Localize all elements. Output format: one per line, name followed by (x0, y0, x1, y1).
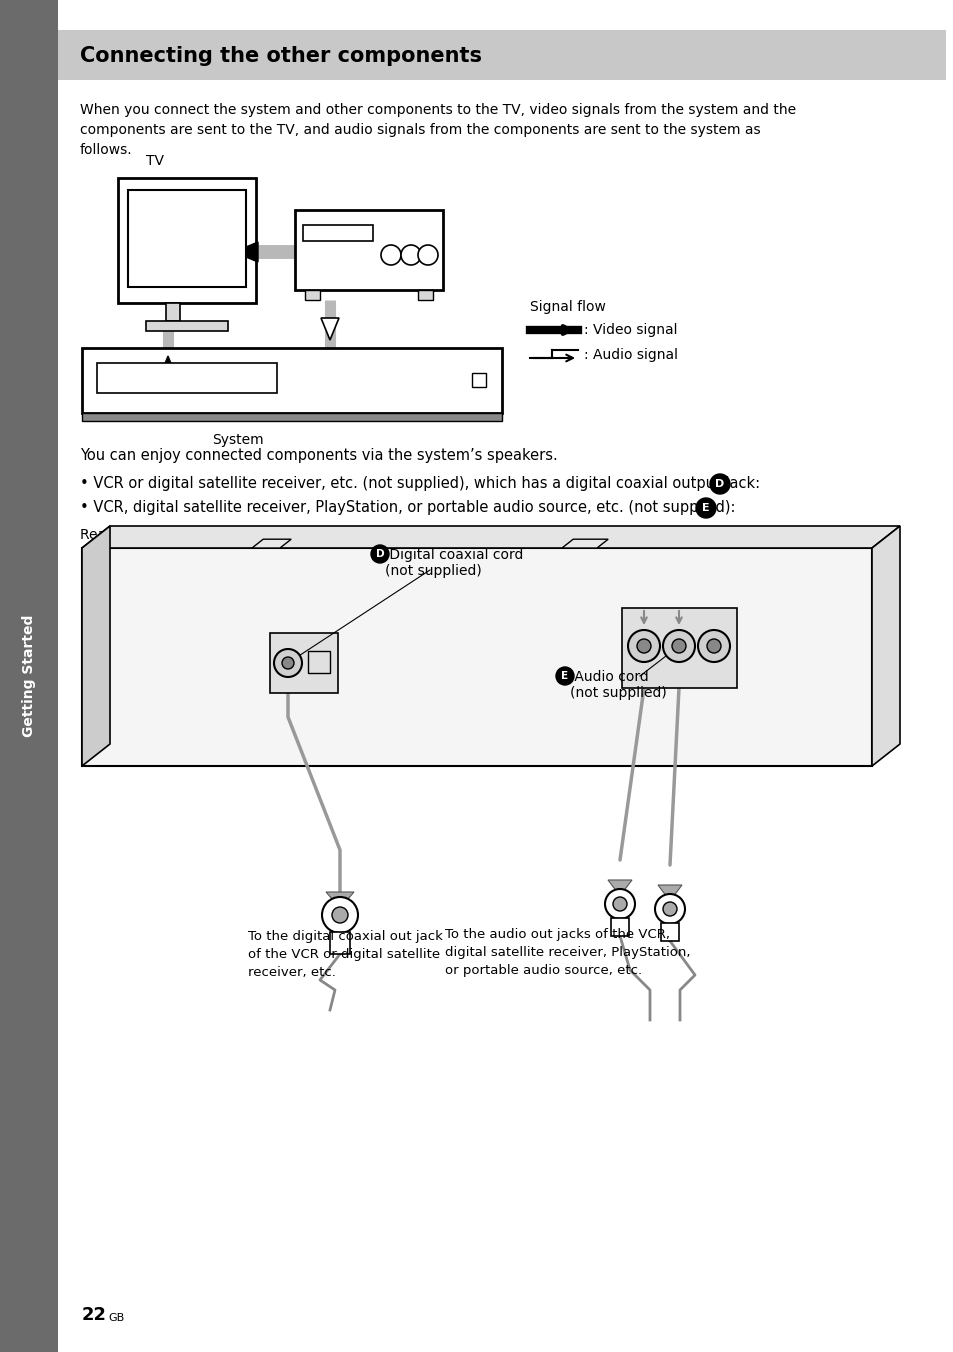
Text: Rear panel of the unit: Rear panel of the unit (80, 529, 231, 542)
Bar (58, 30, 945, 80)
Circle shape (604, 890, 635, 919)
Polygon shape (561, 539, 608, 548)
Polygon shape (82, 526, 899, 548)
Circle shape (282, 657, 294, 669)
Circle shape (662, 902, 677, 917)
Polygon shape (233, 242, 257, 262)
Bar (82, 347, 501, 412)
Circle shape (613, 896, 626, 911)
Text: E: E (561, 671, 568, 681)
Polygon shape (82, 526, 110, 767)
Text: D: D (375, 549, 384, 558)
Polygon shape (326, 892, 354, 909)
Circle shape (322, 896, 357, 933)
Polygon shape (871, 526, 899, 767)
Circle shape (380, 245, 400, 265)
Text: To the digital coaxial out jack
of the VCR or digital satellite
receiver, etc.: To the digital coaxial out jack of the V… (248, 930, 442, 979)
Text: Digital coaxial cord
(not supplied): Digital coaxial cord (not supplied) (385, 548, 523, 579)
Circle shape (706, 639, 720, 653)
Circle shape (662, 630, 695, 662)
Circle shape (709, 475, 729, 493)
Bar (294, 210, 442, 289)
Circle shape (556, 667, 574, 685)
Bar (146, 320, 228, 331)
Bar (417, 289, 433, 300)
Circle shape (696, 498, 716, 518)
Polygon shape (658, 886, 681, 900)
Bar (660, 923, 679, 941)
Text: Signal flow: Signal flow (530, 300, 605, 314)
Polygon shape (607, 880, 631, 896)
Text: • VCR or digital satellite receiver, etc. (not supplied), which has a digital co: • VCR or digital satellite receiver, etc… (80, 476, 760, 491)
Bar (97, 362, 276, 393)
Circle shape (371, 545, 389, 562)
Bar (118, 178, 255, 303)
Text: When you connect the system and other components to the TV, video signals from t: When you connect the system and other co… (80, 103, 796, 157)
Circle shape (671, 639, 685, 653)
Bar (610, 918, 628, 936)
Circle shape (417, 245, 437, 265)
Bar (270, 633, 337, 694)
Text: Audio cord
(not supplied): Audio cord (not supplied) (569, 671, 666, 700)
Text: : Audio signal: : Audio signal (583, 347, 678, 362)
Bar (621, 608, 737, 688)
Polygon shape (252, 539, 291, 548)
Bar (330, 932, 350, 955)
Bar (303, 224, 373, 241)
Bar (308, 652, 330, 673)
Bar (305, 289, 319, 300)
Text: Connecting the other components: Connecting the other components (80, 46, 481, 66)
Text: E: E (701, 503, 709, 512)
Text: System: System (212, 433, 263, 448)
Bar (128, 191, 246, 287)
Text: D: D (715, 479, 724, 489)
Circle shape (655, 894, 684, 923)
Circle shape (400, 245, 420, 265)
Polygon shape (159, 356, 177, 379)
Bar (82, 548, 871, 767)
Circle shape (637, 639, 650, 653)
Circle shape (698, 630, 729, 662)
Bar (472, 373, 485, 387)
Text: To the audio out jacks of the VCR,
digital satellite receiver, PlayStation,
or p: To the audio out jacks of the VCR, digit… (444, 927, 690, 977)
Circle shape (627, 630, 659, 662)
Bar (0, 0, 58, 1352)
Text: You can enjoy connected components via the system’s speakers.: You can enjoy connected components via t… (80, 448, 558, 462)
Text: Getting Started: Getting Started (22, 615, 36, 737)
Text: 22: 22 (82, 1306, 107, 1324)
Polygon shape (320, 318, 338, 339)
Text: • VCR, digital satellite receiver, PlayStation, or portable audio source, etc. (: • VCR, digital satellite receiver, PlayS… (80, 500, 735, 515)
Text: TV: TV (146, 154, 164, 168)
Circle shape (274, 649, 302, 677)
Bar (82, 412, 501, 420)
Text: GB: GB (108, 1313, 124, 1324)
Circle shape (332, 907, 348, 923)
Bar (166, 303, 180, 320)
Text: : Video signal: : Video signal (583, 323, 677, 337)
